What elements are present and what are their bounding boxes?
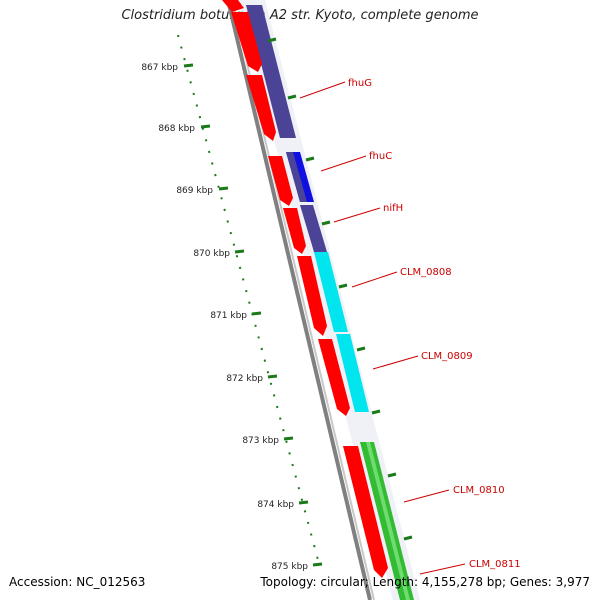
tick-label: 870 kbp	[193, 249, 230, 259]
gene-label-text: CLM_0811	[469, 559, 521, 570]
kbp-tick-867: 867 kbp	[141, 63, 194, 73]
feature-block-CLM_0809	[336, 334, 369, 412]
right-tick-marks	[267, 37, 413, 541]
gene-label-text: CLM_0808	[400, 267, 452, 278]
kbp-tick-868: 868 kbp	[158, 124, 211, 134]
feature-block-nifH	[300, 205, 327, 252]
tick-label: 868 kbp	[158, 124, 195, 134]
kbp-tick-873: 873 kbp	[242, 436, 294, 446]
kbp-tick-870: 870 kbp	[193, 249, 245, 259]
cds-arrow-2	[231, 12, 262, 72]
cds-arrow-5	[283, 208, 306, 254]
cds-arrow-6	[297, 256, 327, 336]
cds-arrow-3	[246, 75, 276, 141]
kbp-tick-869: 869 kbp	[176, 186, 229, 196]
gene-label-nifH: nifH	[333, 203, 403, 223]
feature-block-CLM_0808	[314, 252, 348, 332]
gene-label-text: fhuG	[348, 78, 372, 89]
gene-label-text: CLM_0810	[453, 485, 505, 496]
genome-backbone	[226, 0, 372, 600]
cds-arrow-8	[343, 446, 388, 578]
gene-label-text: nifH	[383, 203, 403, 214]
kbp-tick-874: 874 kbp	[257, 500, 309, 510]
gene-label-CLM_0810: CLM_0810	[403, 485, 505, 503]
feature-block-fhuG	[246, 5, 296, 138]
gene-label-fhuC: fhuC	[320, 151, 392, 172]
map-title: Clostridium botulinum A2 str. Kyoto, com…	[121, 8, 479, 23]
gene-label-text: fhuC	[369, 151, 392, 162]
genome-summary: Topology: circular; Length: 4,155,278 bp…	[260, 575, 590, 589]
cds-arrow-7	[318, 339, 350, 416]
accession-label: Accession: NC_012563	[9, 575, 146, 589]
tick-label: 871 kbp	[210, 311, 247, 321]
feature-block-CLM_0810-hilite	[366, 442, 410, 600]
gene-label-CLM_0808: CLM_0808	[351, 267, 452, 288]
kbp-tick-871: 871 kbp	[210, 311, 262, 321]
tick-label: 875 kbp	[271, 562, 308, 572]
kbp-tick-875: 875 kbp	[271, 562, 323, 572]
gene-label-text: CLM_0809	[421, 351, 473, 362]
tick-label: 872 kbp	[226, 374, 263, 384]
cds-arrow-1	[222, 0, 244, 12]
gene-label-CLM_0811: CLM_0811	[419, 559, 521, 575]
cds-arrow-4	[268, 156, 293, 206]
feature-block-fhuC-shade	[286, 152, 307, 202]
gene-label-fhuG: fhuG	[299, 78, 372, 99]
tick-label: 867 kbp	[141, 63, 178, 73]
gene-label-CLM_0809: CLM_0809	[372, 351, 473, 370]
tick-label: 869 kbp	[176, 186, 213, 196]
tick-label: 874 kbp	[257, 500, 294, 510]
kbp-tick-872: 872 kbp	[226, 374, 278, 384]
tick-label: 873 kbp	[242, 436, 279, 446]
